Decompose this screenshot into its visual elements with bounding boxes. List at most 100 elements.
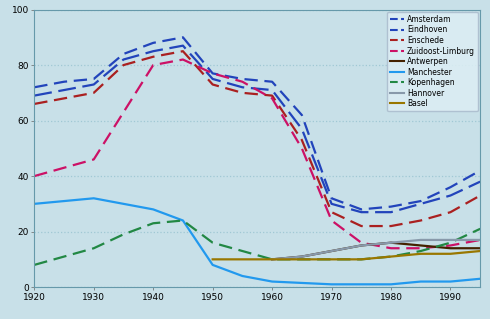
Eindhoven [329,202,335,206]
Hannover [269,257,275,261]
Manchester [150,207,156,211]
Kopenhagen [121,233,126,236]
Antwerpen [358,244,364,248]
Manchester [329,282,335,286]
Enschede [447,210,453,214]
Eindhoven [269,88,275,92]
Manchester [210,263,216,267]
Manchester [240,274,245,278]
Amsterdam [388,205,394,209]
Basel [210,257,216,261]
Eindhoven [477,180,483,183]
Enschede [477,194,483,197]
Basel [477,249,483,253]
Enschede [31,102,37,106]
Kopenhagen [61,255,67,258]
Amsterdam [477,169,483,173]
Antwerpen [269,257,275,261]
Manchester [121,202,126,206]
Enschede [299,138,305,142]
Basel [329,257,335,261]
Kopenhagen [210,241,216,245]
Zuidoost-Limburg [269,96,275,100]
Amsterdam [31,85,37,89]
Zuidoost-Limburg [150,63,156,67]
Zuidoost-Limburg [418,246,424,250]
Kopenhagen [299,257,305,261]
Amsterdam [299,113,305,117]
Line: Eindhoven: Eindhoven [34,46,480,212]
Hannover [329,249,335,253]
Zuidoost-Limburg [388,246,394,250]
Zuidoost-Limburg [358,241,364,245]
Hannover [388,241,394,245]
Basel [388,255,394,258]
Enschede [121,63,126,67]
Eindhoven [61,88,67,92]
Enschede [210,83,216,86]
Manchester [358,282,364,286]
Hannover [418,238,424,242]
Amsterdam [180,35,186,39]
Line: Manchester: Manchester [34,198,480,284]
Amsterdam [210,71,216,75]
Antwerpen [329,249,335,253]
Eindhoven [210,77,216,81]
Amsterdam [358,207,364,211]
Eindhoven [418,202,424,206]
Amsterdam [269,80,275,84]
Basel [269,257,275,261]
Eindhoven [388,210,394,214]
Basel [418,252,424,256]
Eindhoven [31,94,37,98]
Manchester [388,282,394,286]
Amsterdam [240,77,245,81]
Amsterdam [61,80,67,84]
Zuidoost-Limburg [180,58,186,62]
Zuidoost-Limburg [91,158,97,161]
Enschede [329,210,335,214]
Zuidoost-Limburg [31,174,37,178]
Hannover [299,255,305,258]
Kopenhagen [180,219,186,222]
Antwerpen [477,246,483,250]
Manchester [299,281,305,285]
Line: Enschede: Enschede [34,51,480,226]
Zuidoost-Limburg [61,166,67,170]
Kopenhagen [240,249,245,253]
Enschede [388,224,394,228]
Hannover [358,244,364,248]
Enschede [150,55,156,59]
Manchester [477,277,483,281]
Enschede [180,49,186,53]
Line: Hannover: Hannover [272,240,480,259]
Eindhoven [180,44,186,48]
Kopenhagen [358,257,364,261]
Basel [447,252,453,256]
Amsterdam [121,52,126,56]
Zuidoost-Limburg [329,219,335,222]
Zuidoost-Limburg [240,80,245,84]
Enschede [418,219,424,222]
Manchester [269,280,275,284]
Line: Antwerpen: Antwerpen [272,243,480,259]
Zuidoost-Limburg [447,244,453,248]
Amsterdam [447,185,453,189]
Kopenhagen [477,227,483,231]
Hannover [447,238,453,242]
Basel [358,257,364,261]
Amsterdam [150,41,156,45]
Amsterdam [329,197,335,200]
Enschede [61,96,67,100]
Manchester [180,219,186,222]
Enschede [358,224,364,228]
Kopenhagen [269,257,275,261]
Manchester [91,197,97,200]
Manchester [61,199,67,203]
Line: Basel: Basel [213,251,480,259]
Line: Kopenhagen: Kopenhagen [34,220,480,265]
Eindhoven [91,83,97,86]
Basel [240,257,245,261]
Line: Amsterdam: Amsterdam [34,37,480,209]
Eindhoven [447,194,453,197]
